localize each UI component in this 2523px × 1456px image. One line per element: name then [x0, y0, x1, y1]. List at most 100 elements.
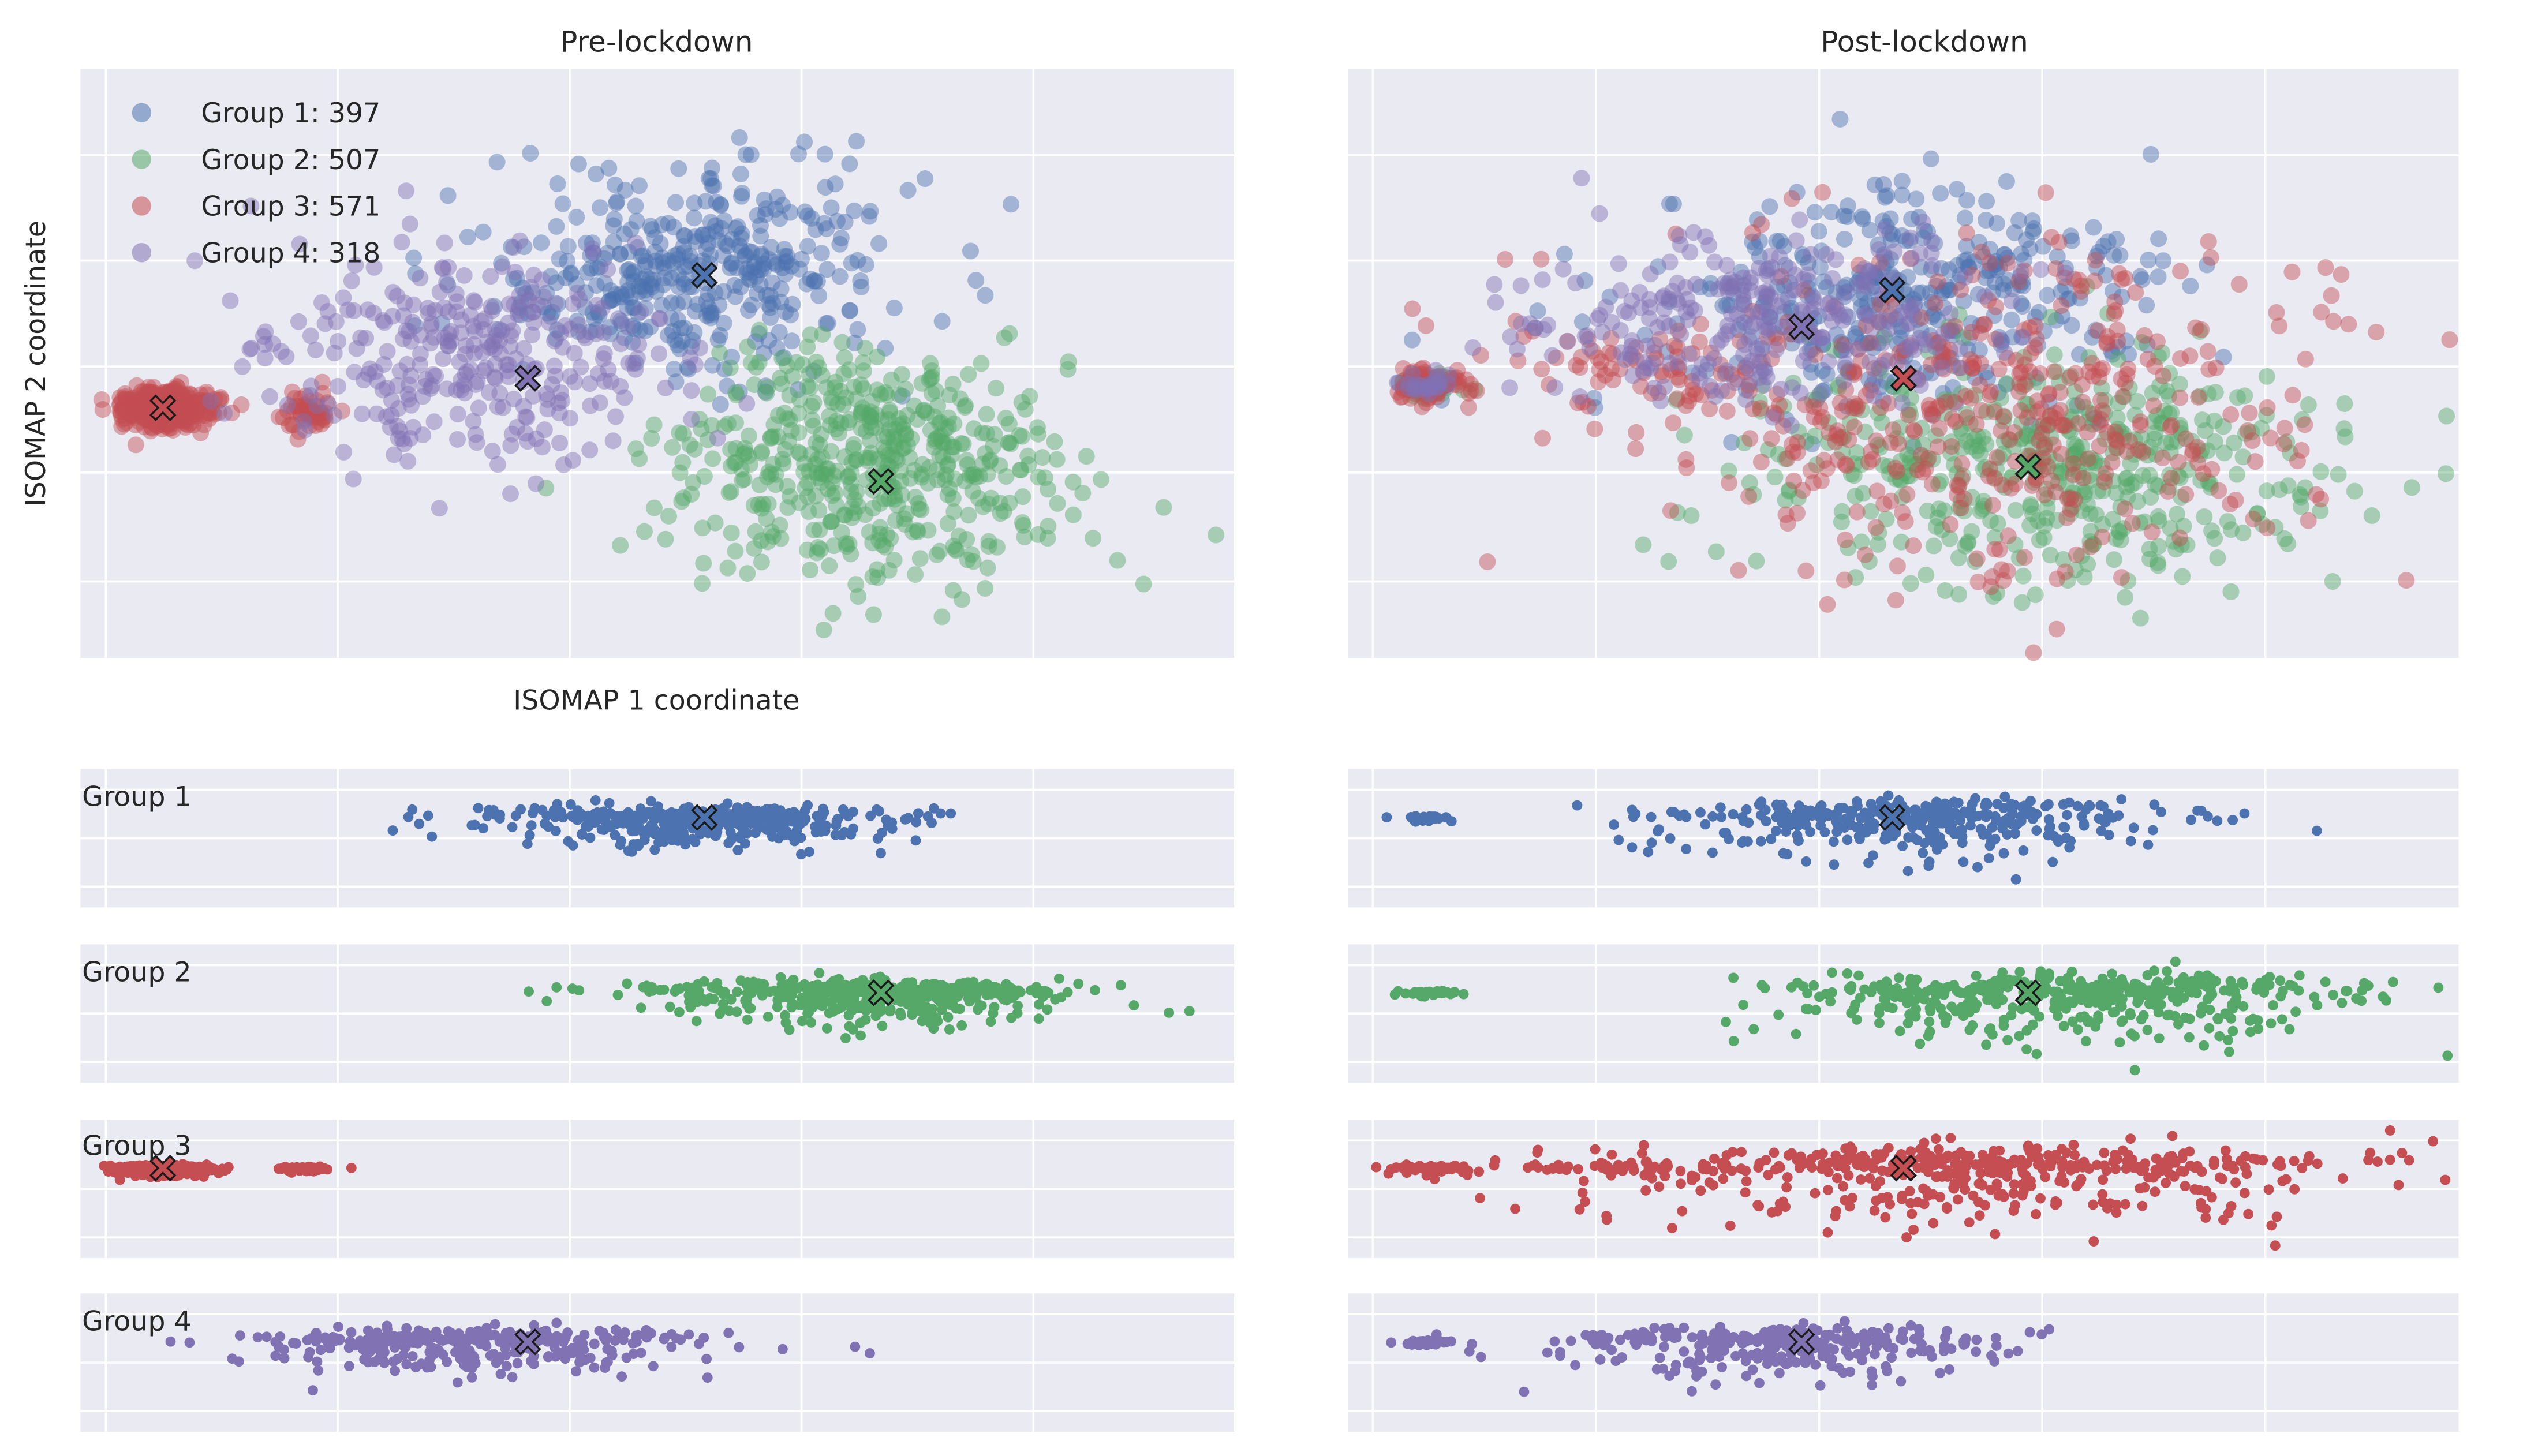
point-group-1-post — [2099, 233, 2117, 250]
strip-point-group-1-pre — [635, 810, 646, 820]
point-group-2-pre — [899, 407, 916, 424]
point-group-2-post — [2150, 538, 2167, 555]
point-group-3-post — [1627, 440, 1644, 458]
point-group-1-pre — [734, 185, 751, 202]
point-group-2-pre — [1011, 426, 1028, 444]
point-group-1-pre — [705, 177, 722, 194]
strip-point-group-1-pre — [423, 810, 433, 821]
strip-point-group-1-pre — [550, 825, 561, 836]
point-group-4-pre — [202, 392, 219, 410]
point-group-2-pre — [742, 354, 760, 372]
point-group-2-post — [2228, 466, 2245, 483]
point-group-3-post — [1417, 317, 1434, 334]
point-group-4-pre — [528, 475, 545, 492]
strip-point-group-2-pre — [939, 981, 950, 992]
strip-point-group-1-pre — [820, 823, 831, 834]
point-group-3-post — [1894, 504, 1911, 521]
point-group-2-pre — [921, 459, 938, 476]
point-group-1-post — [2142, 145, 2159, 163]
point-group-3-post — [1662, 502, 1679, 519]
point-group-1-pre — [654, 249, 671, 267]
strip-point-group-2-pre — [885, 1004, 896, 1015]
strip-point-group-4-pre — [659, 1333, 670, 1343]
strip-point-group-2-pre — [1184, 1006, 1195, 1017]
strip-point-group-2-pre — [806, 1017, 817, 1028]
point-group-1-pre — [670, 160, 687, 177]
point-group-1-pre — [707, 284, 724, 301]
point-group-3-post — [2199, 343, 2216, 360]
point-group-1-pre — [710, 231, 727, 249]
point-group-1-pre — [877, 339, 894, 357]
point-group-1-pre — [642, 276, 659, 293]
point-group-1-post — [1922, 150, 1939, 167]
point-group-2-pre — [751, 476, 768, 493]
point-group-3-post — [2193, 321, 2210, 338]
strip-point-group-2-pre — [894, 986, 905, 996]
point-group-2-pre — [809, 450, 827, 467]
strip-point-group-1-pre — [552, 799, 563, 810]
point-group-4-pre — [384, 283, 402, 301]
point-group-1-pre — [732, 165, 749, 182]
point-group-1-pre — [627, 354, 645, 372]
point-group-1-pre — [652, 235, 669, 252]
point-group-3-post — [2200, 361, 2218, 378]
point-group-2-pre — [821, 557, 838, 575]
point-group-2-post — [2312, 463, 2330, 480]
point-group-4-pre — [571, 291, 588, 308]
point-group-2-pre — [814, 465, 831, 482]
point-group-1-pre — [624, 299, 641, 316]
point-group-1-pre — [828, 212, 846, 230]
point-group-3-post — [2114, 388, 2132, 405]
point-group-1-pre — [547, 330, 565, 347]
point-group-1-pre — [718, 377, 735, 395]
point-group-2-pre — [958, 531, 975, 548]
point-group-1-pre — [684, 332, 701, 349]
strip-point-group-2-pre — [1033, 1013, 1044, 1024]
strip-point-group-4-pre — [304, 1346, 315, 1357]
strip-point-group-4-pre — [379, 1357, 390, 1368]
point-group-2-post — [1925, 537, 1942, 555]
point-group-3-post — [2109, 332, 2126, 350]
point-group-1-pre — [697, 193, 715, 210]
strip-point-group-1-pre — [653, 837, 664, 848]
point-group-4-pre — [425, 328, 443, 346]
point-group-2-post — [2046, 346, 2063, 364]
strip-point-group-4-pre — [234, 1330, 245, 1341]
point-group-1-pre — [742, 146, 760, 163]
point-group-1-pre — [917, 170, 934, 188]
point-group-2-pre — [960, 507, 977, 524]
point-group-3-post — [1730, 562, 1747, 579]
point-group-3-post — [2190, 388, 2207, 406]
point-group-4-pre — [612, 335, 629, 353]
point-group-4-pre — [525, 267, 543, 283]
point-group-3-post — [1741, 430, 1759, 447]
strip-point-group-2-pre — [956, 979, 967, 990]
point-group-2-post — [2035, 529, 2053, 547]
point-group-2-post — [1918, 566, 1935, 583]
point-group-2-pre — [977, 580, 994, 597]
strip-point-group-1-pre — [612, 811, 623, 822]
point-group-1-pre — [702, 170, 720, 188]
point-group-1-pre — [559, 253, 576, 270]
point-group-1-pre — [802, 270, 819, 287]
strip-point-group-1-pre — [717, 811, 728, 822]
point-group-2-post — [2203, 522, 2221, 540]
point-group-2-post — [2105, 551, 2122, 568]
point-group-2-pre — [719, 559, 737, 577]
point-group-2-pre — [805, 522, 823, 539]
point-group-1-pre — [542, 268, 559, 285]
point-group-2-pre — [740, 427, 757, 444]
strip-point-group-4-pre — [850, 1341, 861, 1352]
point-group-2-post — [2007, 501, 2024, 519]
point-group-2-pre — [739, 338, 756, 355]
point-group-1-pre — [491, 321, 508, 338]
strip-point-group-4-pre — [507, 1372, 518, 1383]
point-group-4-pre — [425, 413, 443, 431]
point-group-3-post — [2177, 486, 2195, 503]
point-group-2-pre — [799, 488, 816, 506]
point-group-3-post — [2210, 482, 2227, 499]
point-group-2-post — [2330, 466, 2347, 483]
strip-point-group-4-pre — [600, 1363, 611, 1373]
point-group-1-pre — [700, 226, 717, 243]
point-group-2-post — [2292, 488, 2309, 506]
